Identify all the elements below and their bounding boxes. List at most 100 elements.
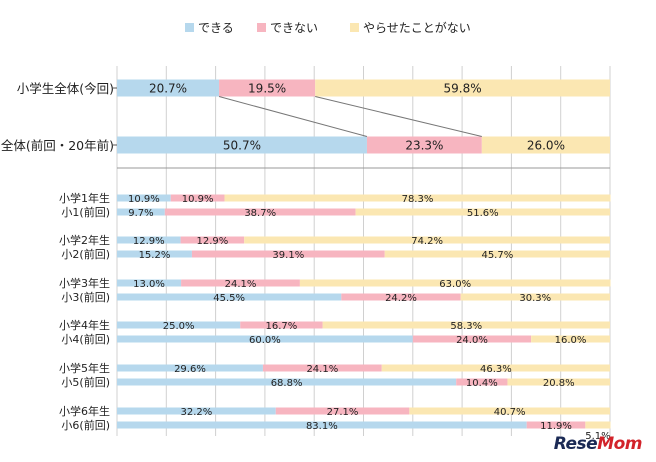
category-label: 小3(前回) xyxy=(61,290,110,304)
bar-segment xyxy=(585,421,611,429)
data-label: 9.7% xyxy=(128,208,153,219)
category-label: 小学6年生 xyxy=(59,404,110,418)
data-label: 32.2% xyxy=(180,407,212,418)
connector-line xyxy=(315,96,482,137)
data-label: 24.0% xyxy=(456,335,488,346)
data-label: 12.9% xyxy=(197,236,229,247)
bar-segment xyxy=(117,194,171,202)
bar-segment xyxy=(117,378,457,386)
data-label: 25.0% xyxy=(163,321,195,332)
data-label: 24.2% xyxy=(385,293,417,304)
data-label: 39.1% xyxy=(272,250,304,261)
bar-segment xyxy=(117,236,181,244)
data-label: 51.6% xyxy=(467,208,499,219)
bar-segment xyxy=(191,250,385,258)
bar-segment xyxy=(526,421,586,429)
data-label: 59.8% xyxy=(444,82,482,96)
bar-segment xyxy=(117,407,276,415)
bar-segment xyxy=(456,378,508,386)
bar-segment xyxy=(219,79,316,97)
category-label: 小学生全体(今回) xyxy=(17,81,114,96)
category-label: 小1(前回) xyxy=(61,205,110,219)
bar-segment xyxy=(170,194,225,202)
data-label: 58.3% xyxy=(450,321,482,332)
bar-segment xyxy=(180,236,245,244)
category-label: 小5(前回) xyxy=(61,375,110,389)
data-label: 30.3% xyxy=(519,293,551,304)
data-label: 24.1% xyxy=(225,279,257,290)
bar-segment xyxy=(117,335,413,343)
data-label: 5.1% xyxy=(585,431,610,442)
bar-segment xyxy=(275,407,410,415)
data-label: 40.7% xyxy=(494,407,526,418)
legend-swatch xyxy=(257,23,266,32)
category-label: 小学2年生 xyxy=(59,233,110,247)
bar-segment xyxy=(507,378,610,386)
bar-segment xyxy=(412,335,532,343)
data-label: 12.9% xyxy=(133,236,165,247)
bar-segment xyxy=(531,335,610,343)
data-label: 19.5% xyxy=(248,82,286,96)
bar-segment xyxy=(381,364,610,372)
category-label: 小4(前回) xyxy=(61,332,110,346)
bar-segment xyxy=(384,250,610,258)
bar-segment xyxy=(117,136,367,154)
category-label: 小学4年生 xyxy=(59,318,110,332)
connector-line xyxy=(218,96,368,137)
bar-segment xyxy=(117,208,165,216)
category-label: 小2(前回) xyxy=(61,247,110,261)
data-label: 16.0% xyxy=(555,335,587,346)
data-label: 10.9% xyxy=(128,194,160,205)
bar-segment xyxy=(164,208,356,216)
category-label: 小学5年生 xyxy=(59,361,110,375)
data-label: 38.7% xyxy=(244,208,276,219)
data-label: 13.0% xyxy=(133,279,165,290)
data-label: 68.8% xyxy=(271,378,303,389)
bar-segment xyxy=(322,321,610,329)
bar-segment xyxy=(224,194,611,202)
data-label: 63.0% xyxy=(439,279,471,290)
bar-segment xyxy=(366,136,482,154)
data-label: 10.9% xyxy=(182,194,214,205)
data-label: 24.1% xyxy=(306,364,338,375)
category-label: 小学1年生 xyxy=(59,191,110,205)
bar-segment xyxy=(481,136,610,154)
data-label: 78.3% xyxy=(402,194,434,205)
data-label: 26.0% xyxy=(527,139,565,153)
data-label: 29.6% xyxy=(174,364,206,375)
data-label: 11.9% xyxy=(540,421,572,432)
category-label: 全体(前回・20年前) xyxy=(1,138,114,153)
bar-segment xyxy=(117,293,342,301)
data-label: 83.1% xyxy=(306,421,338,432)
resemom-logo: ReseMom xyxy=(553,434,643,454)
data-label: 27.1% xyxy=(327,407,359,418)
data-label: 23.3% xyxy=(405,139,443,153)
bar-segment xyxy=(117,321,241,329)
bar-segment xyxy=(240,321,323,329)
data-label: 46.3% xyxy=(480,364,512,375)
bar-segment xyxy=(117,421,527,429)
data-label: 60.0% xyxy=(249,335,281,346)
bar-segment xyxy=(117,79,220,97)
data-label: 20.8% xyxy=(543,378,575,389)
legend-label: できる xyxy=(198,21,234,35)
bar-segment xyxy=(117,279,182,287)
data-label: 45.5% xyxy=(213,293,245,304)
bar-segment xyxy=(341,293,461,301)
bar-segment xyxy=(355,208,610,216)
bar-segment xyxy=(460,293,610,301)
data-label: 50.7% xyxy=(223,139,261,153)
data-label: 20.7% xyxy=(149,82,187,96)
logo-part-mom: Mom xyxy=(597,434,642,454)
data-label: 16.7% xyxy=(266,321,298,332)
category-label: 小学3年生 xyxy=(59,276,110,290)
bar-segment xyxy=(409,407,610,415)
data-label: 10.4% xyxy=(466,378,498,389)
bar-segment xyxy=(117,250,192,258)
bar-segment xyxy=(117,364,263,372)
bar-segment xyxy=(299,279,611,287)
bar-segment xyxy=(244,236,610,244)
bar-segment xyxy=(315,79,610,97)
logo-part-rese: Rese xyxy=(553,434,598,454)
bar-segment xyxy=(262,364,382,372)
